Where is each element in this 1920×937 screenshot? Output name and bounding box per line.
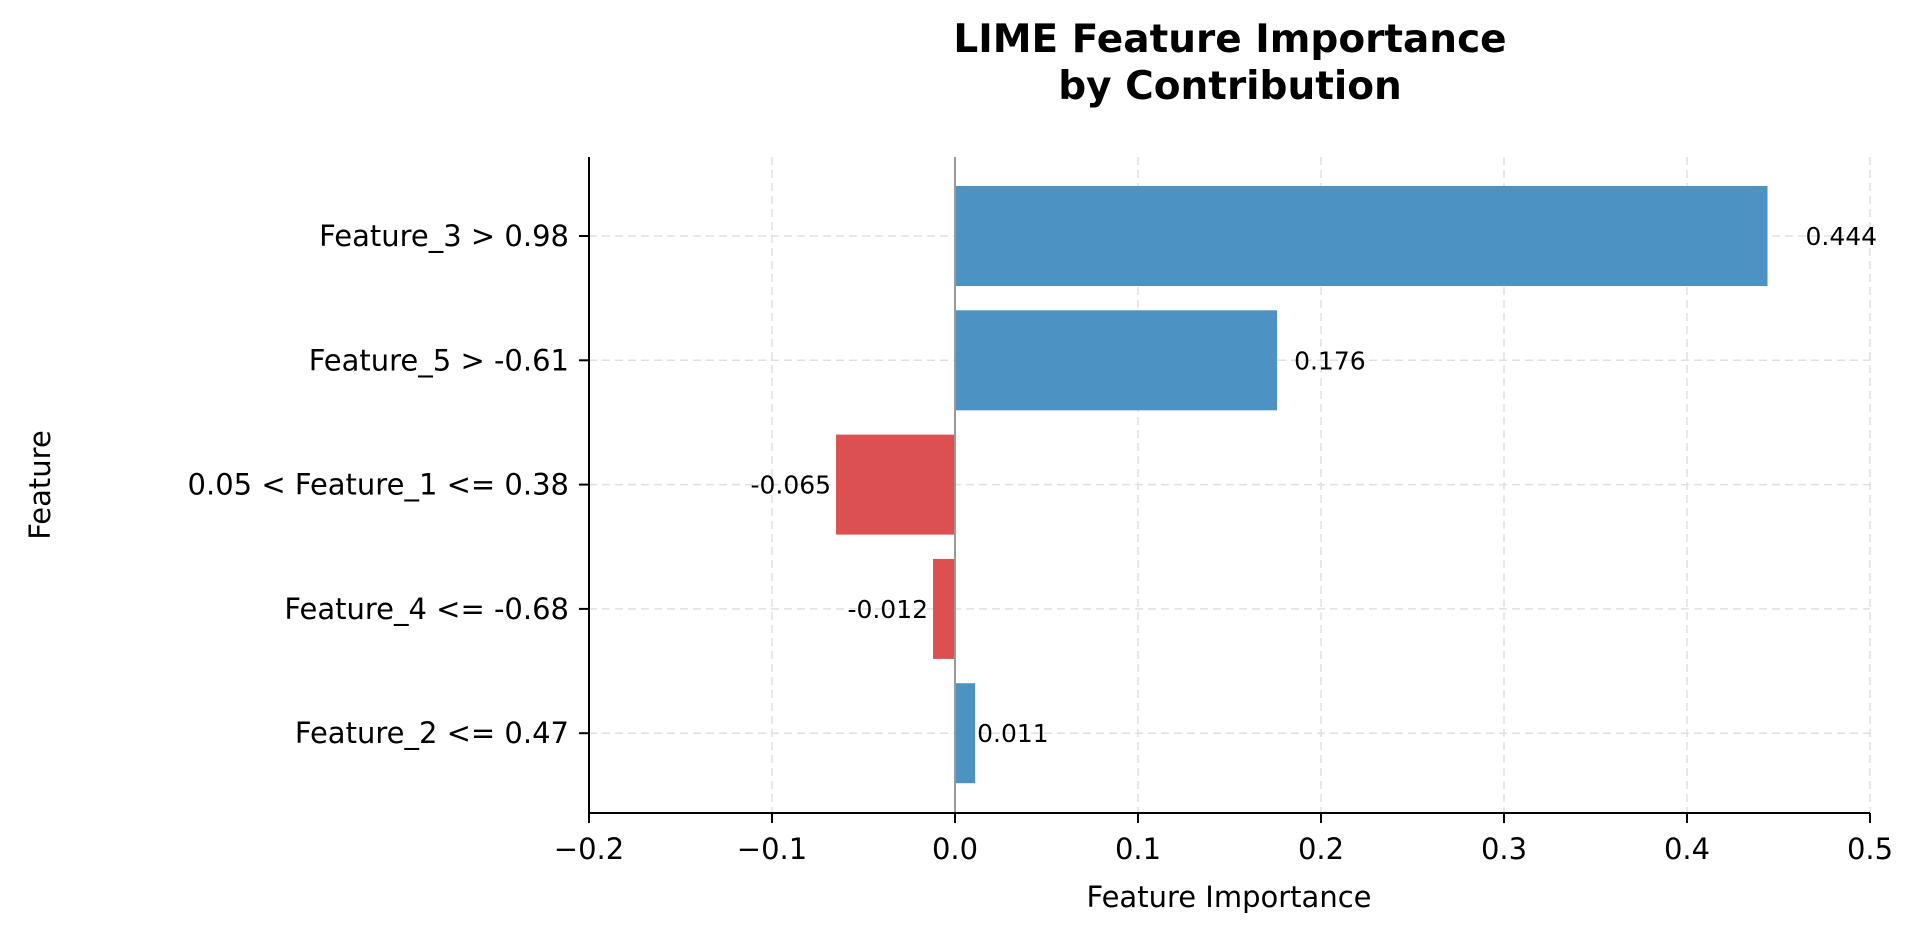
y-tick-label: Feature_5 > -0.61: [309, 343, 569, 377]
chart-title-line-1: LIME Feature Importance: [953, 17, 1506, 62]
bar-value-label: 0.444: [1806, 222, 1878, 251]
bar: [955, 683, 976, 784]
y-axis-label: Feature: [23, 430, 57, 540]
y-tick-label: Feature_2 <= 0.47: [295, 716, 569, 750]
x-tick-label: 0.5: [1847, 832, 1893, 866]
bars: 0.444 0.176 -0.065 -0.012 0.011: [750, 186, 1878, 784]
y-tick-label: Feature_4 <= -0.68: [284, 592, 569, 626]
x-tick-label: 0.1: [1115, 832, 1161, 866]
x-tick-label: −0.2: [554, 832, 624, 866]
bar: [955, 186, 1768, 286]
bar: [955, 310, 1278, 411]
x-tick-label: −0.1: [737, 832, 807, 866]
chart-title-line-2: by Contribution: [1058, 64, 1402, 109]
y-tick-label: Feature_3 > 0.98: [319, 219, 569, 253]
bar-value-label: 0.176: [1294, 346, 1366, 375]
axes: −0.2 −0.1 0.0 0.1 0.2 0.3 0.4 0.5 Feature_3 > 0.…: [188, 157, 1893, 866]
bar-value-label: -0.065: [750, 471, 831, 500]
x-axis-label: Feature Importance: [1087, 880, 1372, 914]
x-tick-label: 0.0: [932, 832, 978, 866]
bar-value-label: 0.011: [977, 719, 1049, 748]
x-tick-label: 0.4: [1664, 832, 1710, 866]
bar: [836, 434, 955, 535]
y-tick-label: 0.05 < Feature_1 <= 0.38: [188, 468, 569, 502]
bar: [933, 558, 955, 659]
x-tick-label: 0.3: [1481, 832, 1527, 866]
x-tick-label: 0.2: [1298, 832, 1344, 866]
bar-value-label: -0.012: [847, 595, 928, 624]
